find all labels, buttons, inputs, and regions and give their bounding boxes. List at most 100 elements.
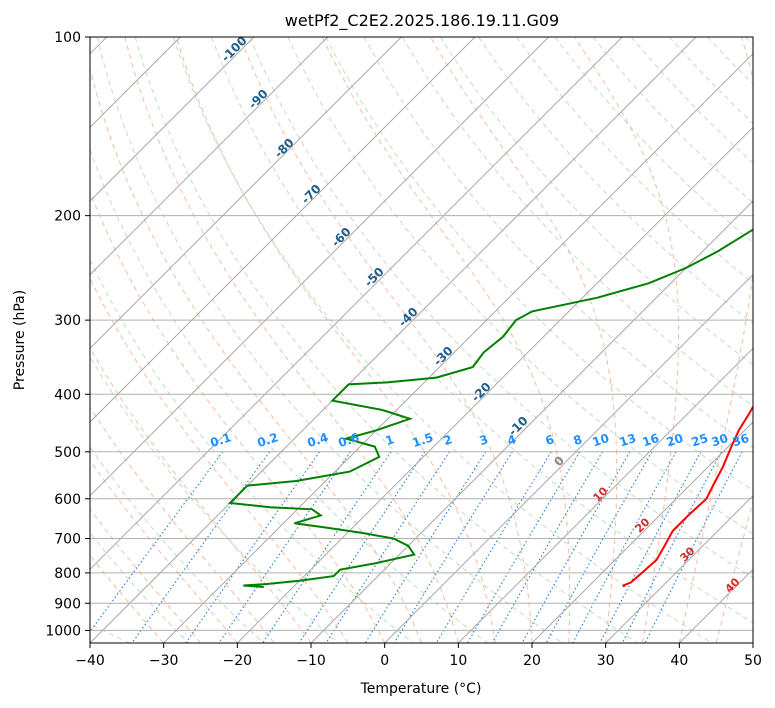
isotherm-line (163, 52, 753, 643)
isotherm-line (457, 347, 753, 643)
moist-adiabat-line (90, 190, 386, 643)
isotherm-line (90, 37, 623, 571)
moist-adiabat-line (175, 37, 496, 643)
mixing-ratio-label: 16 (641, 431, 661, 449)
x-axis-label: Temperature (°C) (360, 681, 482, 697)
y-tick-label: 400 (54, 387, 81, 403)
mixing-ratio-line (185, 451, 321, 643)
mixing-ratio-label: 13 (618, 431, 638, 449)
x-tick-label: 20 (523, 653, 541, 669)
moist-adiabat-line (321, 37, 571, 643)
moist-adiabat-line (90, 406, 275, 643)
mixing-ratio-line (599, 451, 702, 643)
mixing-ratio-lines (90, 451, 743, 643)
isotherm-line (90, 37, 402, 350)
skewed-isotherms (90, 37, 753, 643)
mixing-ratio-line (545, 451, 653, 643)
dry-adiabat-line (363, 37, 753, 449)
moist-adiabat-line (90, 508, 201, 643)
x-axis-ticks: −40 −30 −20 −10 0 10 20 30 40 50 (75, 643, 762, 669)
mixing-ratio-label: 0.2 (255, 430, 280, 450)
mixing-ratio-label: 10 (591, 431, 611, 449)
y-tick-label: 800 (54, 566, 81, 582)
chart-title: wetPf2_C2E2.2025.186.19.11.G09 (285, 11, 559, 31)
mixing-ratio-label: 0.4 (305, 430, 330, 450)
moist-adiabat-line (90, 277, 349, 643)
y-axis-ticks: 100 200 300 400 500 600 700 800 900 1000 (45, 30, 90, 639)
x-tick-label: −30 (149, 653, 179, 669)
mixing-ratio-label: 4 (506, 432, 518, 448)
mixing-ratio-line (621, 451, 722, 643)
mixing-ratio-line (298, 451, 426, 643)
isotherm-line (384, 273, 753, 643)
dry-adiabat-line (325, 37, 753, 492)
mixing-ratio-label: 1.5 (410, 430, 435, 450)
moist-adiabat-line (90, 459, 238, 643)
moist-adiabat-line (90, 554, 165, 643)
y-tick-label: 500 (54, 445, 81, 461)
y-tick-label: 600 (54, 492, 81, 508)
mixing-ratio-label: 20 (665, 431, 685, 449)
mixing-ratio-label: 30 (710, 431, 730, 449)
mixing-ratio-line (435, 451, 552, 643)
isotherm-line (605, 494, 753, 643)
moist-adiabats (90, 37, 753, 643)
mixing-ratio-label: 0.6 (336, 430, 361, 450)
moist-adiabat-line (90, 66, 422, 643)
mixing-ratio-label: 8 (572, 432, 584, 448)
dry-adiabat-line (249, 37, 753, 579)
mixing-ratio-label: 36 (731, 431, 751, 449)
moist-adiabat-line (574, 37, 679, 643)
x-tick-label: −40 (75, 653, 105, 669)
x-tick-label: 40 (670, 653, 688, 669)
mixing-ratio-label: 3 (478, 432, 490, 448)
moist-adiabat-line (90, 346, 312, 643)
isotherm-line (90, 37, 329, 276)
mixing-ratio-line (262, 451, 392, 643)
mixing-ratio-label: 2 (442, 432, 454, 448)
moist-adiabat-line (239, 37, 533, 643)
profile-series (227, 228, 753, 588)
isotherm-line (310, 200, 753, 643)
temperature-line (622, 404, 753, 588)
y-tick-label: 1000 (45, 623, 81, 639)
y-tick-label: 300 (54, 313, 81, 329)
mixing-ratio-label: 6 (544, 432, 556, 448)
isotherm-line (236, 126, 753, 643)
plot-area: -100-90-80-70-60-50-40-30-20-1000.1 0.2 0.… (90, 37, 753, 643)
x-tick-label: −20 (223, 653, 253, 669)
dry-adiabat-line (90, 148, 488, 643)
x-tick-label: 50 (744, 653, 762, 669)
isotherm-line (90, 37, 550, 497)
mixing-ratio-label: 0.1 (208, 430, 233, 450)
mixing-ratio-line (644, 451, 743, 643)
isotherm-line (90, 37, 476, 423)
isotherm-line (90, 37, 697, 643)
y-tick-label: 900 (54, 596, 81, 612)
x-tick-label: 0 (380, 653, 389, 669)
dry-adiabat-line (211, 37, 753, 624)
dry-adiabat-line (401, 37, 753, 407)
isotherm-line (90, 37, 255, 202)
y-tick-label: 200 (54, 209, 81, 225)
x-tick-label: −10 (296, 653, 326, 669)
dry-adiabat-line (90, 445, 264, 643)
isotherm-line (531, 421, 753, 643)
y-tick-label: 700 (54, 532, 81, 548)
mixing-ratio-label: 25 (690, 431, 710, 449)
y-tick-label: 100 (54, 30, 81, 46)
dry-adiabat-line (134, 37, 638, 643)
mixing-ratio-label: 1 (384, 432, 396, 448)
moist-adiabat-line (124, 37, 459, 643)
mixing-ratio-line (572, 451, 677, 643)
moist-adiabat-line (430, 37, 618, 643)
mixing-ratio-line (521, 451, 631, 643)
x-tick-label: 30 (597, 653, 615, 669)
dewpoint-line (227, 228, 753, 588)
x-tick-label: 10 (449, 653, 467, 669)
mixing-ratio-line (218, 451, 351, 643)
plot-frame (89, 36, 754, 644)
mixing-ratio-line (90, 451, 224, 633)
